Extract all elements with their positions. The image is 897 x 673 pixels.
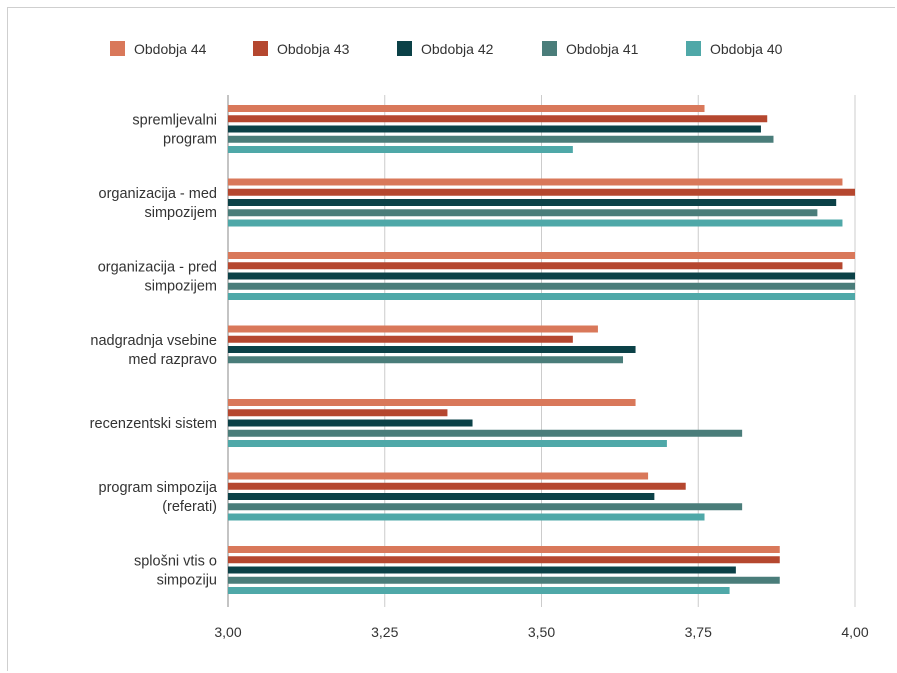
bar — [228, 262, 843, 270]
legend-label: Obdobja 44 — [134, 41, 207, 57]
bar — [228, 335, 573, 343]
bar — [228, 272, 855, 280]
legend-swatch — [686, 41, 701, 56]
bar — [228, 125, 761, 133]
bar — [228, 282, 855, 290]
bar — [228, 115, 768, 123]
bar — [228, 146, 573, 153]
bar — [228, 556, 780, 564]
bar — [228, 472, 649, 480]
bar — [228, 587, 730, 594]
bar — [228, 356, 624, 364]
bar — [228, 440, 667, 447]
bar — [228, 482, 686, 490]
legend-swatch — [542, 41, 557, 56]
legend-swatch — [397, 41, 412, 56]
legend: Obdobja 44 Obdobja 43 Obdobja 42 Obdobja 41… — [110, 41, 783, 57]
x-tick-label: 3,50 — [528, 624, 555, 640]
category-label: splošni vtis o simpoziju — [134, 554, 217, 589]
legend-item: Obdobja 43 — [253, 41, 350, 57]
bar — [228, 429, 743, 437]
bar — [228, 293, 855, 300]
x-tick-label: 3,25 — [371, 624, 398, 640]
bar — [228, 135, 774, 143]
bar — [228, 325, 598, 333]
bar — [228, 252, 855, 259]
bar — [228, 178, 843, 186]
legend-label: Obdobja 42 — [421, 41, 494, 57]
x-tick-label: 3,00 — [214, 624, 241, 640]
bar — [228, 503, 743, 511]
bar — [228, 513, 705, 521]
category-label: organizacija - med simpozijem — [99, 186, 217, 221]
bar — [228, 399, 636, 406]
bar — [228, 219, 843, 227]
bar — [228, 546, 780, 553]
legend-label: Obdobja 41 — [566, 41, 639, 57]
legend-label: Obdobja 43 — [277, 41, 350, 57]
category-label: program simpozija (referati) — [99, 480, 218, 515]
bar — [228, 493, 655, 500]
bar — [228, 566, 736, 574]
category-label: organizacija - pred simpozijem — [98, 260, 217, 295]
bars — [228, 105, 855, 594]
legend-item: Obdobja 42 — [397, 41, 494, 57]
bar — [228, 346, 636, 353]
bar — [228, 576, 780, 584]
bar — [228, 419, 473, 427]
category-labels: spremljevalni program organizacija - med si… — [90, 113, 218, 589]
bar — [228, 209, 818, 217]
legend-swatch — [110, 41, 125, 56]
x-tick-label: 4,00 — [841, 624, 868, 640]
legend-swatch — [253, 41, 268, 56]
legend-item: Obdobja 41 — [542, 41, 639, 57]
x-axis-tick-labels: 3,00 3,25 3,50 3,75 4,00 — [214, 624, 868, 640]
legend-item: Obdobja 44 — [110, 41, 207, 57]
x-tick-label: 3,75 — [685, 624, 712, 640]
bar — [228, 199, 837, 206]
category-label: spremljevalni program — [132, 113, 217, 148]
category-label: nadgradnja vsebine med razpravo — [90, 333, 217, 368]
bar — [228, 105, 705, 112]
category-label: recenzentski sistem — [90, 416, 217, 432]
legend-label: Obdobja 40 — [710, 41, 783, 57]
bar — [228, 188, 855, 196]
bar — [228, 409, 448, 417]
legend-item: Obdobja 40 — [686, 41, 783, 57]
